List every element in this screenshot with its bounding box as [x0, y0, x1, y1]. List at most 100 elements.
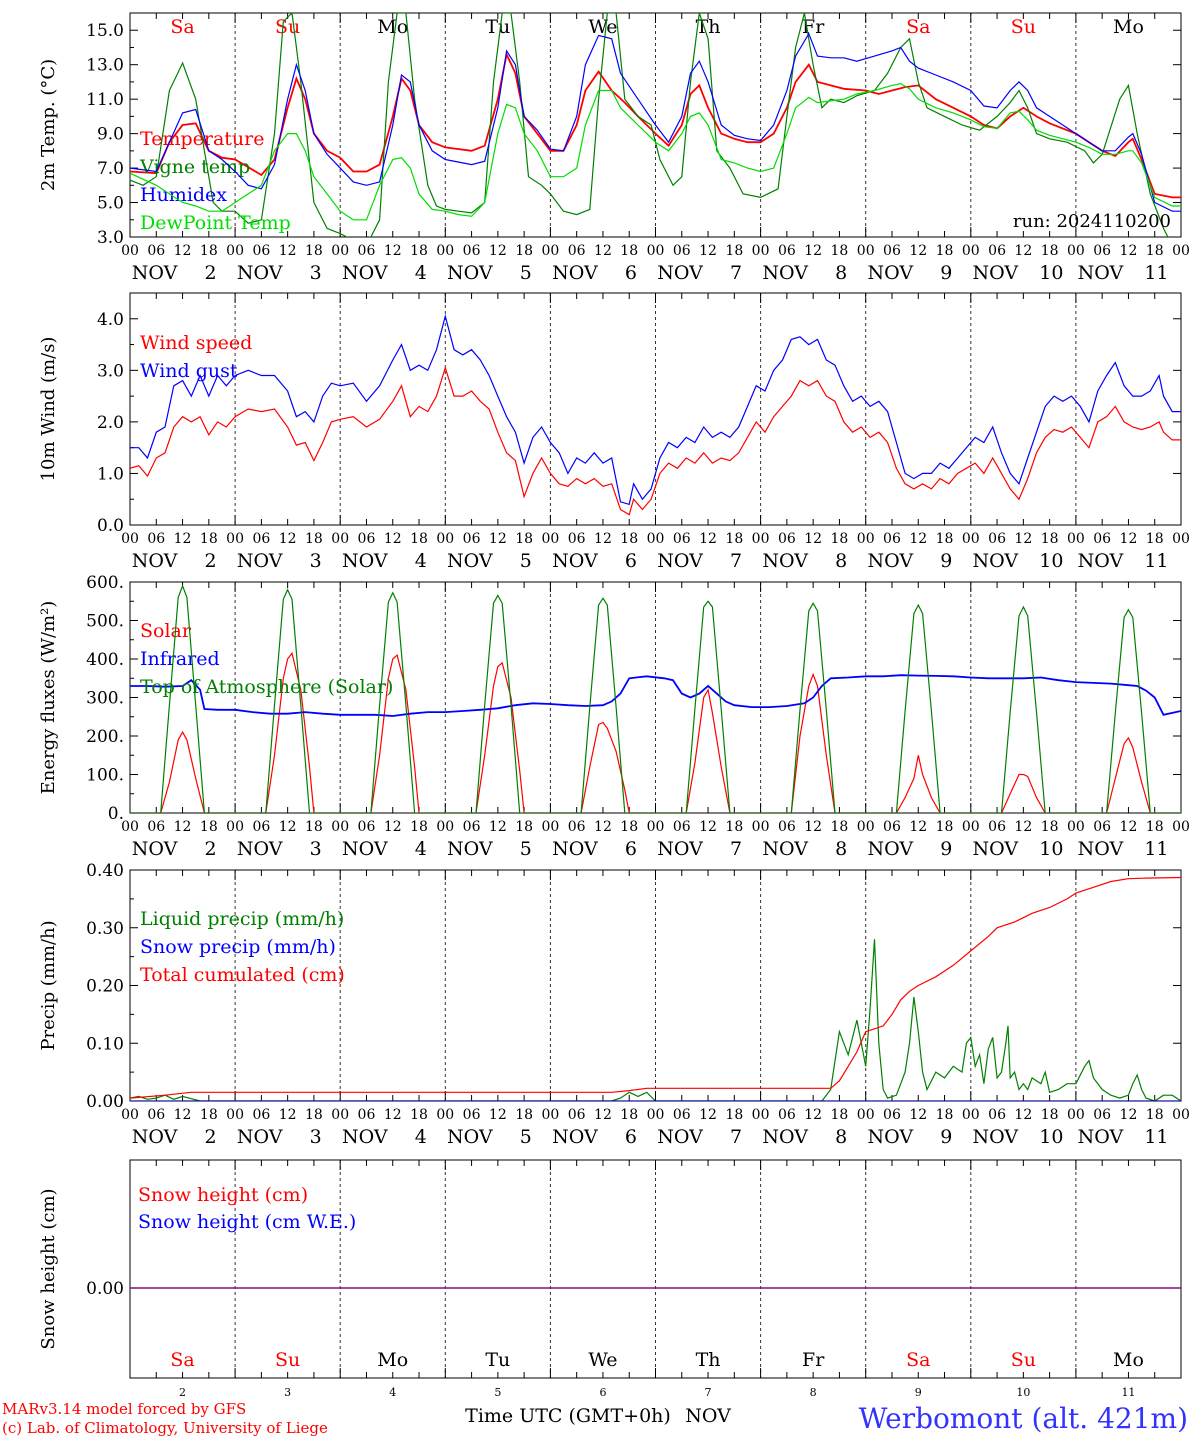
hour-tick-label: 18	[620, 531, 638, 547]
month-label: NOV	[1078, 1126, 1124, 1148]
y-tick-label: 0.00	[86, 1279, 124, 1299]
hour-tick-label: 00	[1172, 531, 1190, 547]
hour-tick-label: 12	[489, 819, 507, 835]
hour-tick-label: 18	[1041, 1107, 1059, 1123]
hour-tick-label: 00	[1067, 819, 1085, 835]
day-number-small: 6	[599, 1386, 606, 1399]
hour-tick-label: 06	[463, 819, 481, 835]
hour-tick-label: 06	[673, 1107, 691, 1123]
y-tick-label: 0.40	[86, 861, 124, 881]
day-number-small: 10	[1016, 1386, 1030, 1399]
hour-tick-label: 06	[568, 1107, 586, 1123]
hour-tick-label: 06	[358, 819, 376, 835]
hour-tick-label: 00	[226, 1107, 244, 1123]
day-number-label: 6	[625, 838, 637, 860]
month-label: NOV	[973, 838, 1019, 860]
day-number-label: 11	[1144, 838, 1168, 860]
hour-tick-label: 18	[200, 819, 218, 835]
hour-tick-label: 06	[778, 531, 796, 547]
y-tick-label: 300.	[86, 689, 124, 709]
month-label: NOV	[867, 262, 913, 284]
x-axis-label: Time UTC (GMT+0h)	[465, 1405, 671, 1427]
day-number-label: 10	[1039, 262, 1063, 284]
hour-tick-label: 00	[226, 819, 244, 835]
hour-tick-label: 00	[541, 819, 559, 835]
day-number-label: 5	[520, 262, 532, 284]
hour-tick-label: 12	[1014, 1107, 1032, 1123]
day-number-label: 8	[835, 838, 847, 860]
y-tick-label: 2.0	[97, 413, 124, 433]
hour-tick-label: 12	[804, 819, 822, 835]
hour-tick-label: 00	[331, 531, 349, 547]
hour-tick-label: 18	[1146, 531, 1164, 547]
hour-tick-label: 06	[883, 531, 901, 547]
hour-tick-label: 06	[1093, 531, 1111, 547]
hour-tick-label: 00	[1067, 531, 1085, 547]
panel-5: 0.00 Snow height (cm) Sa Su Mo Tu We Th Fr Sa Su Mo…	[38, 1159, 1182, 1427]
month-label: NOV	[132, 1126, 178, 1148]
weekday-label: Tu	[485, 16, 510, 38]
month-label: NOV	[237, 838, 283, 860]
hour-tick-label: 06	[988, 819, 1006, 835]
series-line-wind-speed	[130, 365, 1181, 516]
hour-tick-label: 06	[883, 819, 901, 835]
hour-tick-label: 06	[673, 819, 691, 835]
legend-entry: Wind gust	[140, 360, 238, 382]
hour-tick-label: 06	[1093, 819, 1111, 835]
y-tick-label: 0.0	[97, 516, 124, 536]
hour-tick-label: 06	[988, 1107, 1006, 1123]
legend-entry: Solar	[140, 620, 192, 642]
month-label: NOV	[973, 262, 1019, 284]
month-label: NOV	[973, 550, 1019, 572]
day-number-label: 10	[1039, 838, 1063, 860]
hour-tick-label: 00	[121, 243, 139, 259]
month-label: NOV	[237, 550, 283, 572]
day-number-label: 2	[205, 262, 217, 284]
month-label: NOV	[762, 838, 808, 860]
month-label: NOV	[657, 1126, 703, 1148]
weekday-label: Sa	[170, 1349, 194, 1371]
hour-tick-label: 12	[174, 531, 192, 547]
hour-tick-label: 06	[1093, 1107, 1111, 1123]
day-number-label: 11	[1144, 1126, 1168, 1148]
day-number-label: 8	[835, 550, 847, 572]
hour-tick-label: 12	[384, 243, 402, 259]
hour-tick-label: 00	[541, 531, 559, 547]
day-number-label: 6	[625, 1126, 637, 1148]
hour-tick-label: 12	[1120, 243, 1138, 259]
hour-tick-label: 06	[988, 531, 1006, 547]
y-tick-label: 3.0	[97, 228, 124, 248]
hour-tick-label: 12	[909, 243, 927, 259]
weekday-label: Sa	[906, 1349, 930, 1371]
hour-tick-label: 12	[909, 819, 927, 835]
hour-tick-label: 00	[121, 819, 139, 835]
hour-tick-label: 18	[936, 243, 954, 259]
hour-tick-label: 00	[331, 819, 349, 835]
hour-tick-label: 06	[673, 243, 691, 259]
series-line-liquid-precip-mm-h	[130, 939, 1181, 1101]
series-line-infrared	[130, 674, 1181, 717]
hour-tick-label: 00	[962, 531, 980, 547]
hour-tick-label: 12	[279, 243, 297, 259]
weekday-label: Su	[1011, 1349, 1036, 1371]
hour-tick-label: 00	[1172, 243, 1190, 259]
station-name: Werbomont (alt. 421m)	[858, 1402, 1188, 1435]
month-label: NOV	[657, 262, 703, 284]
day-number-label: 9	[940, 550, 952, 572]
series-line-temperature	[130, 51, 1181, 199]
month-label: NOV	[447, 550, 493, 572]
month-label: NOV	[657, 550, 703, 572]
hour-tick-label: 06	[778, 819, 796, 835]
day-number-label: 3	[310, 550, 322, 572]
hour-tick-label: 18	[831, 531, 849, 547]
hour-tick-label: 18	[1041, 819, 1059, 835]
hour-tick-label: 12	[1014, 819, 1032, 835]
month-label: NOV	[342, 838, 388, 860]
hour-tick-label: 18	[515, 819, 533, 835]
hour-tick-label: 06	[568, 531, 586, 547]
month-label: NOV	[867, 838, 913, 860]
month-label: NOV	[447, 838, 493, 860]
y-tick-label: 4.0	[97, 310, 124, 330]
hour-tick-label: 18	[725, 1107, 743, 1123]
